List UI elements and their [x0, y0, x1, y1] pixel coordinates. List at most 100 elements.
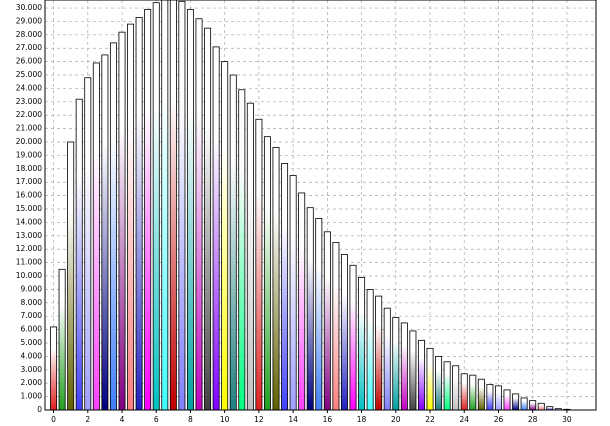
bar: [349, 264, 357, 410]
bar: [229, 74, 237, 410]
bar: [494, 385, 502, 410]
x-tick-label: 4: [120, 415, 125, 424]
bar: [417, 339, 425, 410]
y-tick-label: 18.000: [16, 164, 42, 173]
x-tick-label: 0: [51, 415, 56, 424]
bar: [520, 397, 528, 410]
bar: [127, 23, 135, 410]
bar: [221, 61, 229, 410]
x-tick-label: 20: [391, 415, 401, 424]
y-tick-label: 5.000: [21, 338, 43, 347]
bar: [358, 276, 366, 410]
bar: [204, 27, 212, 410]
bar: [392, 317, 400, 410]
bar: [400, 322, 408, 410]
bar: [383, 307, 391, 410]
bar: [238, 89, 246, 410]
bar: [469, 374, 477, 410]
bar: [152, 2, 160, 410]
bar: [443, 361, 451, 410]
bar: [263, 136, 271, 410]
bar: [315, 217, 323, 410]
bar: [366, 289, 374, 410]
y-tick-label: 24.000: [16, 83, 42, 92]
bar: [246, 102, 254, 410]
y-tick-label: 1.000: [21, 392, 43, 401]
y-tick-label: 17.000: [16, 177, 42, 186]
bar: [298, 192, 306, 410]
bar: [118, 31, 126, 410]
x-tick-label: 22: [425, 415, 435, 424]
bar: [503, 389, 511, 410]
y-tick-label: 11.000: [16, 258, 42, 267]
y-tick-label: 26.000: [16, 57, 42, 66]
bar: [84, 77, 92, 410]
bar: [109, 42, 117, 410]
bar: [144, 8, 152, 410]
y-tick-label: 23.000: [16, 97, 42, 106]
bar: [135, 17, 143, 410]
y-tick-label: 21.000: [16, 124, 42, 133]
y-tick-label: 8.000: [21, 298, 43, 307]
bar: [272, 146, 280, 410]
x-tick-label: 26: [494, 415, 504, 424]
x-tick-label: 28: [528, 415, 538, 424]
bar: [332, 242, 340, 410]
y-tick-label: 29.000: [16, 16, 42, 25]
bar: [178, 0, 186, 410]
y-tick-label: 10.000: [16, 271, 42, 280]
y-tick-label: 30.000: [16, 3, 42, 12]
y-tick-label: 12.000: [16, 244, 42, 253]
bar: [460, 373, 468, 410]
y-tick-label: 3.000: [21, 365, 43, 374]
bar: [529, 400, 537, 410]
plot-frame: [44, 0, 597, 411]
bar: [306, 207, 314, 410]
bar: [169, 0, 177, 410]
y-tick-label: 13.000: [16, 231, 42, 240]
bar: [161, 0, 169, 410]
x-tick-label: 2: [85, 415, 90, 424]
y-tick-label: 6.000: [21, 325, 43, 334]
bar: [212, 46, 220, 410]
bar: [323, 231, 331, 410]
bar: [255, 118, 263, 410]
y-tick-label: 25.000: [16, 70, 42, 79]
bar: [486, 384, 494, 410]
y-tick-label: 28.000: [16, 30, 42, 39]
bar: [546, 406, 554, 410]
bar: [435, 356, 443, 410]
bar: [426, 347, 434, 410]
bar: [101, 54, 109, 410]
x-tick-label: 6: [154, 415, 159, 424]
y-tick-label: 27.000: [16, 43, 42, 52]
bar: [477, 378, 485, 410]
x-tick-label: 12: [254, 415, 264, 424]
y-tick-label: 14.000: [16, 217, 42, 226]
x-tick-label: 10: [220, 415, 230, 424]
y-tick-label: 20.000: [16, 137, 42, 146]
bar: [75, 98, 83, 410]
bar: [512, 393, 520, 410]
bar: [281, 163, 289, 410]
bar: [195, 18, 203, 410]
x-tick-label: 18: [357, 415, 367, 424]
y-tick-label: 15.000: [16, 204, 42, 213]
bar: [409, 330, 417, 410]
bar: [186, 8, 194, 410]
x-tick-label: 24: [459, 415, 469, 424]
bar: [58, 268, 66, 410]
bars: [50, 0, 571, 410]
bar: [375, 295, 383, 410]
labels: 0 1.000 2.000 3.000 4.000 5.000 6.000 7.000 8.00…: [16, 3, 572, 424]
y-tick-label: 16.000: [16, 191, 42, 200]
x-tick-label: 16: [323, 415, 333, 424]
bar: [452, 365, 460, 410]
bar: [340, 254, 348, 410]
y-tick-label: 9.000: [21, 284, 43, 293]
y-tick-label: 7.000: [21, 311, 43, 320]
x-tick-label: 8: [188, 415, 193, 424]
y-tick-label: 22.000: [16, 110, 42, 119]
